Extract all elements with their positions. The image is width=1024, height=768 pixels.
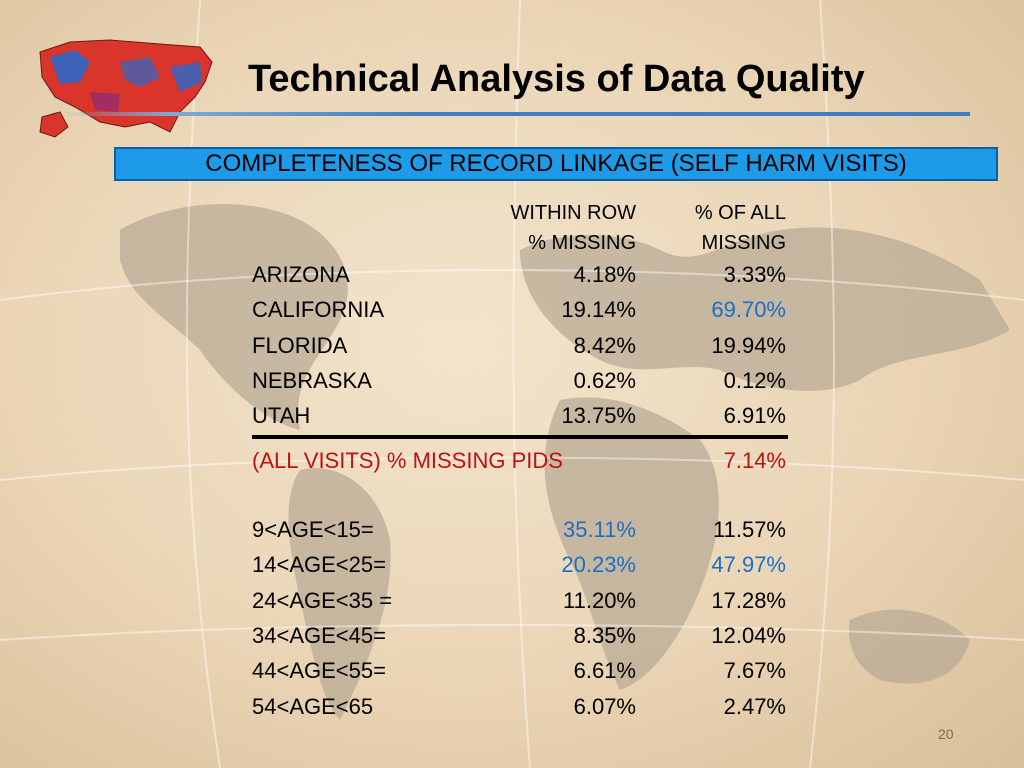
percent-of-all-missing: 19.94% (711, 333, 786, 358)
table-row-age: 24<AGE<35 = 11.20% 17.28% (252, 588, 788, 622)
percent-of-all-missing: 2.47% (723, 694, 786, 719)
percent-of-all-missing: 7.67% (723, 658, 786, 683)
percent-of-all-missing: 17.28% (711, 588, 786, 613)
summary-label: (ALL VISITS) % MISSING PIDS (252, 448, 563, 473)
row-label: 34<AGE<45= (252, 623, 386, 648)
within-row-missing: 11.20% (563, 588, 636, 613)
within-row-missing: 19.14% (561, 297, 636, 322)
within-row-missing: 20.23% (561, 552, 636, 577)
within-row-missing: 6.61% (573, 658, 636, 683)
table-row-age: 54<AGE<65 6.07% 2.47% (252, 694, 788, 728)
col2-header-line2: MISSING (701, 232, 786, 254)
within-row-missing: 13.75% (561, 403, 636, 428)
percent-of-all-missing: 12.04% (711, 623, 786, 648)
slide-title: Technical Analysis of Data Quality (248, 58, 865, 100)
summary-row: (ALL VISITS) % MISSING PIDS 7.14% (252, 448, 788, 482)
percent-of-all-missing: 0.12% (723, 368, 786, 393)
table-row-age: 14<AGE<25= 20.23% 47.97% (252, 552, 788, 586)
table-row-state: FLORIDA 8.42% 19.94% (252, 333, 788, 367)
table-row-age: 44<AGE<55= 6.61% 7.67% (252, 658, 788, 692)
col1-header-line2: % MISSING (528, 232, 636, 254)
row-label: FLORIDA (252, 333, 348, 358)
summary-value: 7.14% (723, 448, 786, 473)
table-divider (252, 435, 788, 439)
within-row-missing: 35.11% (563, 517, 636, 542)
row-label: 24<AGE<35 = (252, 588, 393, 613)
percent-of-all-missing: 69.70% (711, 297, 786, 322)
within-row-missing: 4.18% (573, 262, 636, 287)
percent-of-all-missing: 11.57% (713, 517, 786, 542)
table-row-state: UTAH 13.75% 6.91% (252, 403, 788, 437)
us-county-map-logo (39, 39, 213, 138)
table-row-age: 9<AGE<15= 35.11% 11.57% (252, 517, 788, 551)
percent-of-all-missing: 3.33% (723, 262, 786, 287)
table-row-state: NEBRASKA 0.62% 0.12% (252, 368, 788, 402)
col1-header-line1: WITHIN ROW (510, 202, 636, 224)
row-label: ARIZONA (252, 262, 350, 287)
section-banner: COMPLETENESS OF RECORD LINKAGE (SELF HAR… (114, 147, 998, 181)
table-row-age: 34<AGE<45= 8.35% 12.04% (252, 623, 788, 657)
within-row-missing: 8.35% (573, 623, 636, 648)
percent-of-all-missing: 47.97% (711, 552, 786, 577)
table-row-state: ARIZONA 4.18% 3.33% (252, 262, 788, 296)
row-label: UTAH (252, 403, 311, 428)
row-label: NEBRASKA (252, 368, 372, 393)
title-underline (62, 112, 970, 116)
within-row-missing: 8.42% (573, 333, 636, 358)
percent-of-all-missing: 6.91% (723, 403, 786, 428)
within-row-missing: 0.62% (573, 368, 636, 393)
col2-header-line1: % OF ALL (694, 202, 786, 224)
row-label: 14<AGE<25= (252, 552, 386, 577)
slide-number: 20 (938, 726, 954, 742)
within-row-missing: 6.07% (573, 694, 636, 719)
row-label: 9<AGE<15= (252, 517, 374, 542)
row-label: 44<AGE<55= (252, 658, 386, 683)
table-row-state: CALIFORNIA 19.14% 69.70% (252, 297, 788, 331)
row-label: 54<AGE<65 (252, 694, 374, 719)
row-label: CALIFORNIA (252, 297, 385, 322)
